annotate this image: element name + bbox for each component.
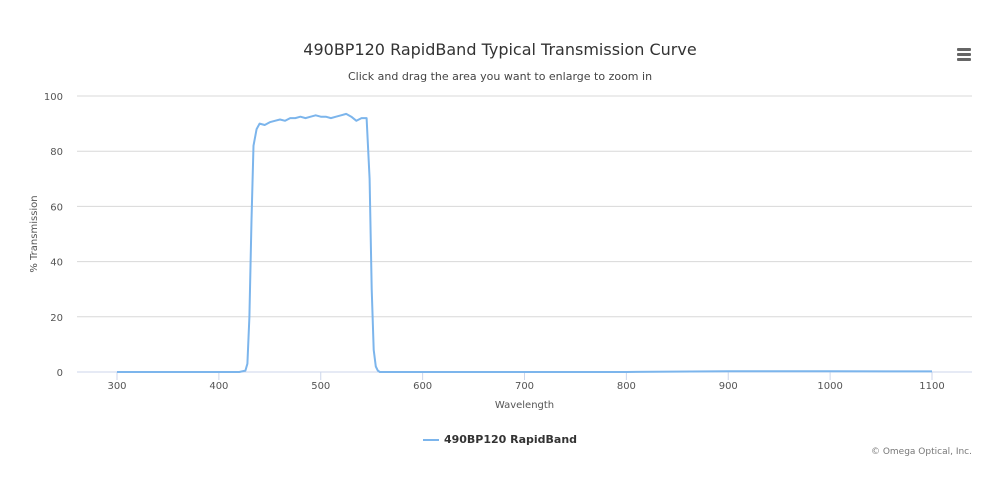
hamburger-menu-icon[interactable]	[952, 44, 972, 64]
y-tick-label-0: 0	[57, 368, 63, 379]
legend-line-swatch	[422, 438, 439, 441]
x-tick-label-900: 900	[719, 381, 738, 392]
x-axis-title: Wavelength	[495, 400, 554, 411]
series-line-0	[117, 112, 933, 373]
x-tick-label-800: 800	[617, 381, 636, 392]
y-tick-label-60: 60	[50, 202, 63, 213]
y-tick-label-20: 20	[50, 313, 63, 324]
y-tick-label-100: 100	[44, 92, 63, 103]
y-tick-label-40: 40	[50, 258, 63, 269]
x-tick-label-600: 600	[413, 381, 432, 392]
x-tick-label-700: 700	[515, 381, 534, 392]
legend-label: 490BP120 RapidBand	[443, 433, 578, 446]
x-tick-label-1000: 1000	[817, 381, 842, 392]
legend-item[interactable]: 490BP120 RapidBand	[0, 433, 1000, 446]
x-tick-label-400: 400	[209, 381, 228, 392]
y-axis-title: % Transmission	[29, 195, 40, 272]
x-tick-label-300: 300	[107, 381, 126, 392]
chart-title: 490BP120 RapidBand Typical Transmission …	[303, 40, 697, 59]
y-tick-label-80: 80	[50, 147, 63, 158]
chart-subtitle: Click and drag the area you want to enla…	[347, 70, 653, 83]
credits-text[interactable]: © Omega Optical, Inc.	[870, 447, 972, 457]
x-tick-label-1100: 1100	[919, 381, 944, 392]
x-tick-label-500: 500	[311, 381, 330, 392]
